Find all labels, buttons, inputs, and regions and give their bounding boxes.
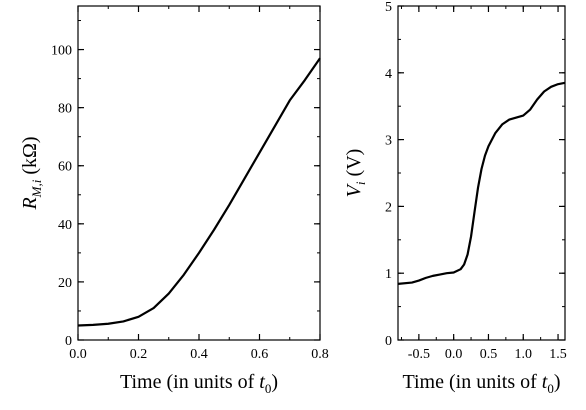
- y-axis-label: Vi (V): [343, 149, 368, 198]
- y-tick-label: 0: [385, 334, 392, 349]
- x-tick-label: 0.8: [311, 347, 329, 362]
- y-tick-label: 5: [385, 0, 392, 15]
- y-tick-label: 60: [58, 160, 72, 175]
- x-tick-label: -0.5: [408, 347, 430, 362]
- x-tick-label: 1.5: [549, 347, 567, 362]
- x-tick-label: 0.5: [480, 347, 498, 362]
- x-tick-label: 0.2: [130, 347, 148, 362]
- y-tick-label: 0: [65, 334, 72, 349]
- y-tick-label: 1: [385, 267, 392, 282]
- x-axis-label: Time (in units of t0): [120, 371, 278, 396]
- x-tick-label: 0.4: [190, 347, 208, 362]
- x-axis-label: Time (in units of t0): [402, 371, 560, 396]
- y-tick-label: 40: [58, 218, 72, 233]
- y-tick-label: 100: [51, 44, 72, 59]
- series-line: [78, 58, 320, 325]
- x-tick-label: 0.0: [445, 347, 463, 362]
- plot-frame: [78, 6, 320, 340]
- chart-resistance: 0.0 0.2 0.4 0.6 0.8 0 20 40 60 80 100 Time (in unit…: [19, 6, 329, 396]
- y-tick-label: 3: [385, 134, 392, 149]
- y-tick-label: 4: [385, 67, 392, 82]
- y-tick-label: 20: [58, 276, 72, 291]
- y-tick-label: 2: [385, 200, 392, 215]
- series-line: [398, 83, 565, 284]
- chart-voltage: -0.5 0.0 0.5 1.0 1.5 0 1 2 3 4 5 Time (in units of …: [343, 0, 567, 396]
- y-axis-label: RM,i (kΩ): [19, 136, 44, 210]
- x-tick-label: 0.0: [69, 347, 87, 362]
- x-tick-label: 1.0: [515, 347, 533, 362]
- y-tick-label: 80: [58, 102, 72, 117]
- x-tick-label: 0.6: [251, 347, 269, 362]
